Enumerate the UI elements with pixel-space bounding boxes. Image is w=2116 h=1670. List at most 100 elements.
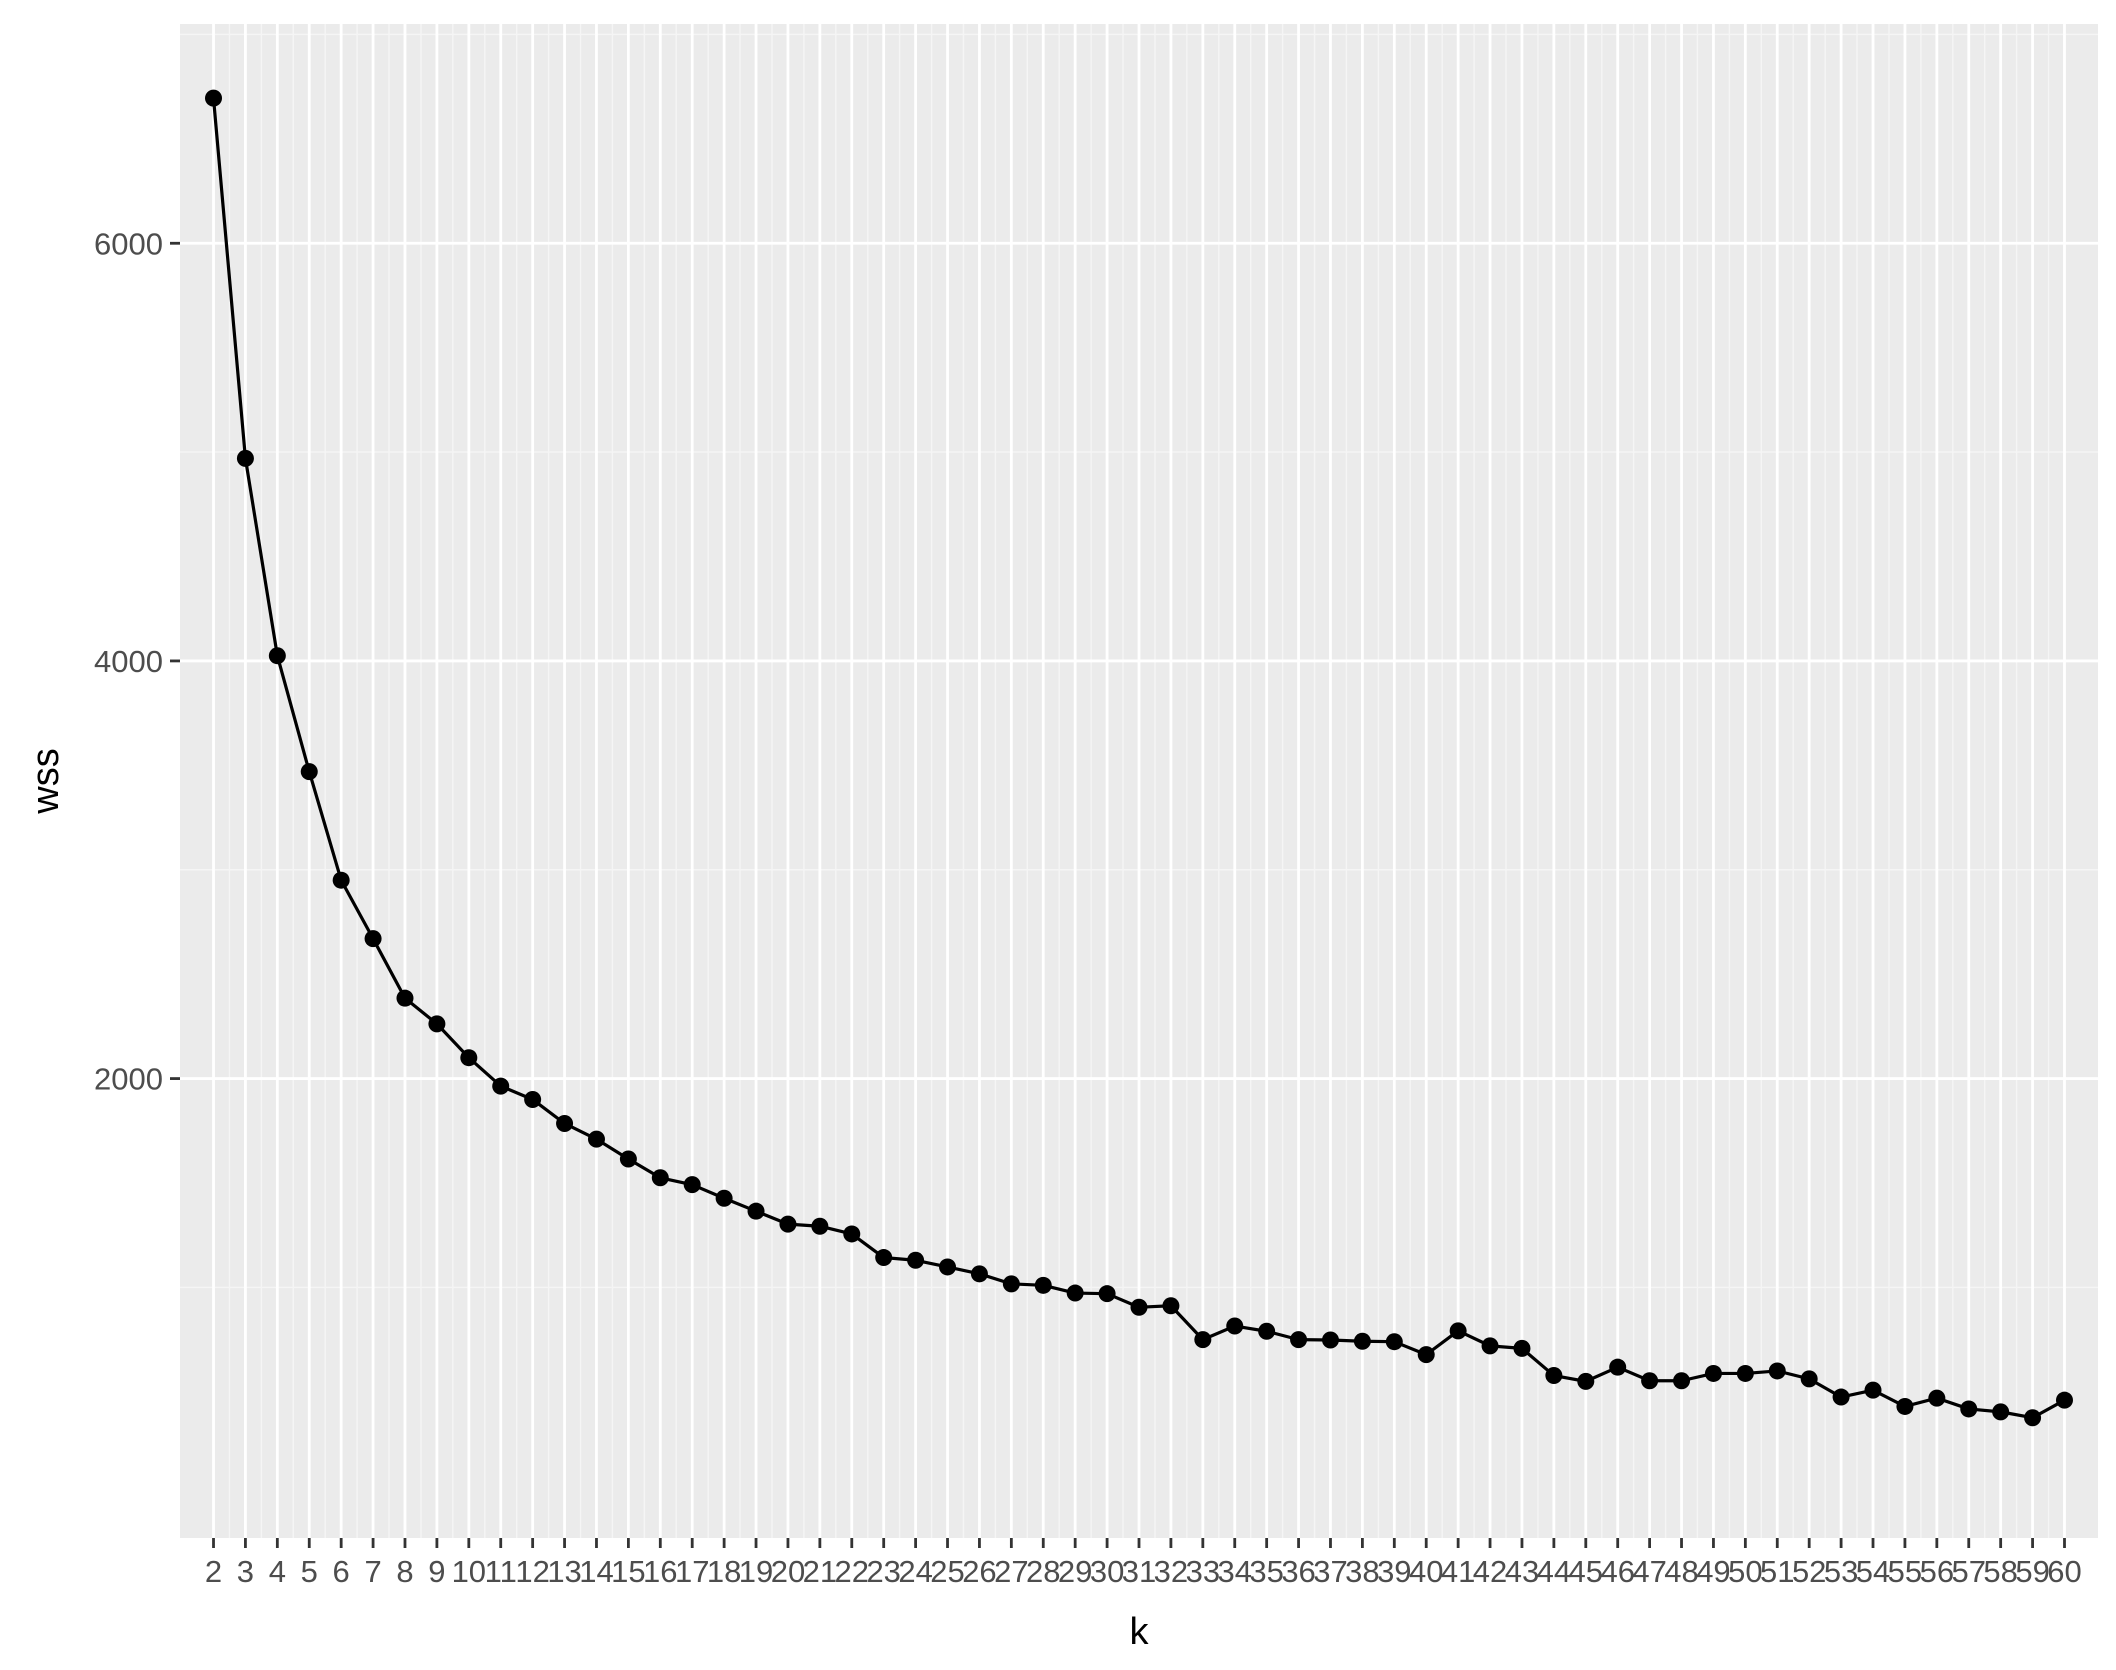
x-tick-label: 55 xyxy=(1888,1554,1922,1589)
x-tick-label: 49 xyxy=(1696,1554,1730,1589)
data-point xyxy=(1290,1331,1308,1349)
data-point xyxy=(1704,1364,1722,1382)
x-tick-label: 48 xyxy=(1664,1554,1698,1589)
x-tick-label: 5 xyxy=(301,1554,318,1589)
x-tick-label: 27 xyxy=(994,1554,1028,1589)
data-point xyxy=(1130,1298,1148,1316)
x-tick-label: 18 xyxy=(707,1554,741,1589)
x-tick-label: 33 xyxy=(1186,1554,1220,1589)
x-tick-label: 42 xyxy=(1473,1554,1507,1589)
data-point xyxy=(268,647,286,665)
x-tick-label: 20 xyxy=(771,1554,805,1589)
data-points xyxy=(205,89,2073,1427)
data-point xyxy=(779,1215,797,1233)
y-tick-labels: 2000 4000 6000 xyxy=(94,226,163,1096)
data-point xyxy=(619,1150,637,1168)
data-point xyxy=(747,1202,765,1220)
x-tick-label: 52 xyxy=(1792,1554,1826,1589)
data-point xyxy=(1353,1332,1371,1350)
x-tick-label: 23 xyxy=(866,1554,900,1589)
x-tick-label: 45 xyxy=(1569,1554,1603,1589)
x-tick-label: 24 xyxy=(898,1554,932,1589)
data-point xyxy=(875,1249,893,1267)
x-tick-label: 44 xyxy=(1537,1554,1571,1589)
data-point xyxy=(1832,1388,1850,1406)
data-point xyxy=(332,871,350,889)
data-point xyxy=(1034,1276,1052,1294)
y-axis-title: wss xyxy=(25,748,67,814)
data-point xyxy=(651,1169,669,1187)
x-tick-label: 19 xyxy=(739,1554,773,1589)
x-tick-label: 35 xyxy=(1249,1554,1283,1589)
x-tick-label: 25 xyxy=(930,1554,964,1589)
data-point xyxy=(1162,1297,1180,1315)
data-point xyxy=(460,1049,478,1067)
x-tick-label: 15 xyxy=(611,1554,645,1589)
x-tick-label: 16 xyxy=(643,1554,677,1589)
data-point xyxy=(1577,1372,1595,1390)
x-tick-label: 53 xyxy=(1824,1554,1858,1589)
x-tick-label: 9 xyxy=(428,1554,445,1589)
data-point xyxy=(811,1217,829,1235)
x-tick-label: 8 xyxy=(396,1554,413,1589)
data-point xyxy=(970,1265,988,1283)
x-tick-label: 13 xyxy=(547,1554,581,1589)
x-tick-label: 51 xyxy=(1760,1554,1794,1589)
x-tick-label: 12 xyxy=(515,1554,549,1589)
y-tick-label: 4000 xyxy=(94,644,163,679)
data-point xyxy=(1385,1333,1403,1351)
data-point xyxy=(1066,1284,1084,1302)
data-point xyxy=(1673,1372,1691,1390)
x-tick-label: 14 xyxy=(579,1554,613,1589)
data-point xyxy=(843,1225,861,1243)
data-point xyxy=(1321,1331,1339,1349)
data-point xyxy=(1545,1367,1563,1385)
data-point xyxy=(205,89,223,107)
x-tick-label: 43 xyxy=(1505,1554,1539,1589)
data-point xyxy=(1258,1322,1276,1340)
x-tick-label: 40 xyxy=(1409,1554,1443,1589)
x-tick-label: 54 xyxy=(1856,1554,1890,1589)
data-point xyxy=(1194,1331,1212,1349)
axis-ticks xyxy=(170,241,2066,1548)
y-tick-label: 6000 xyxy=(94,226,163,261)
data-point xyxy=(364,930,382,948)
x-tick-label: 31 xyxy=(1122,1554,1156,1589)
x-tick-label: 36 xyxy=(1281,1554,1315,1589)
data-point xyxy=(236,449,254,467)
x-tick-label: 38 xyxy=(1345,1554,1379,1589)
x-tick-label: 60 xyxy=(2047,1554,2081,1589)
x-tick-label: 21 xyxy=(803,1554,837,1589)
x-tick-label: 50 xyxy=(1728,1554,1762,1589)
data-point xyxy=(300,763,318,781)
data-point xyxy=(907,1251,925,1269)
data-point xyxy=(2024,1409,2042,1427)
data-point xyxy=(1609,1358,1627,1376)
data-point xyxy=(1896,1397,1914,1415)
x-tick-label: 59 xyxy=(2015,1554,2049,1589)
x-tick-label: 2 xyxy=(205,1554,222,1589)
data-point xyxy=(1736,1364,1754,1382)
data-point xyxy=(1992,1403,2010,1421)
data-point xyxy=(1800,1370,1818,1388)
x-tick-label: 47 xyxy=(1632,1554,1666,1589)
data-point xyxy=(1449,1322,1467,1340)
x-tick-label: 26 xyxy=(962,1554,996,1589)
x-tick-labels: 2 3 4 5 6 7 8 9 10111213141516171819202122232425… xyxy=(205,1554,2082,1589)
x-tick-label: 22 xyxy=(835,1554,869,1589)
data-point xyxy=(1960,1400,1978,1418)
x-tick-label: 46 xyxy=(1600,1554,1634,1589)
x-tick-label: 56 xyxy=(1920,1554,1954,1589)
x-tick-label: 4 xyxy=(269,1554,286,1589)
data-point xyxy=(1928,1389,1946,1407)
x-tick-label: 6 xyxy=(333,1554,350,1589)
y-tick-label: 2000 xyxy=(94,1062,163,1097)
x-axis-title: k xyxy=(1130,1611,1150,1653)
data-point xyxy=(1513,1339,1531,1357)
x-tick-label: 39 xyxy=(1377,1554,1411,1589)
x-tick-label: 30 xyxy=(1090,1554,1124,1589)
data-point xyxy=(1226,1317,1244,1335)
data-point xyxy=(524,1090,542,1108)
data-point xyxy=(715,1189,733,1207)
